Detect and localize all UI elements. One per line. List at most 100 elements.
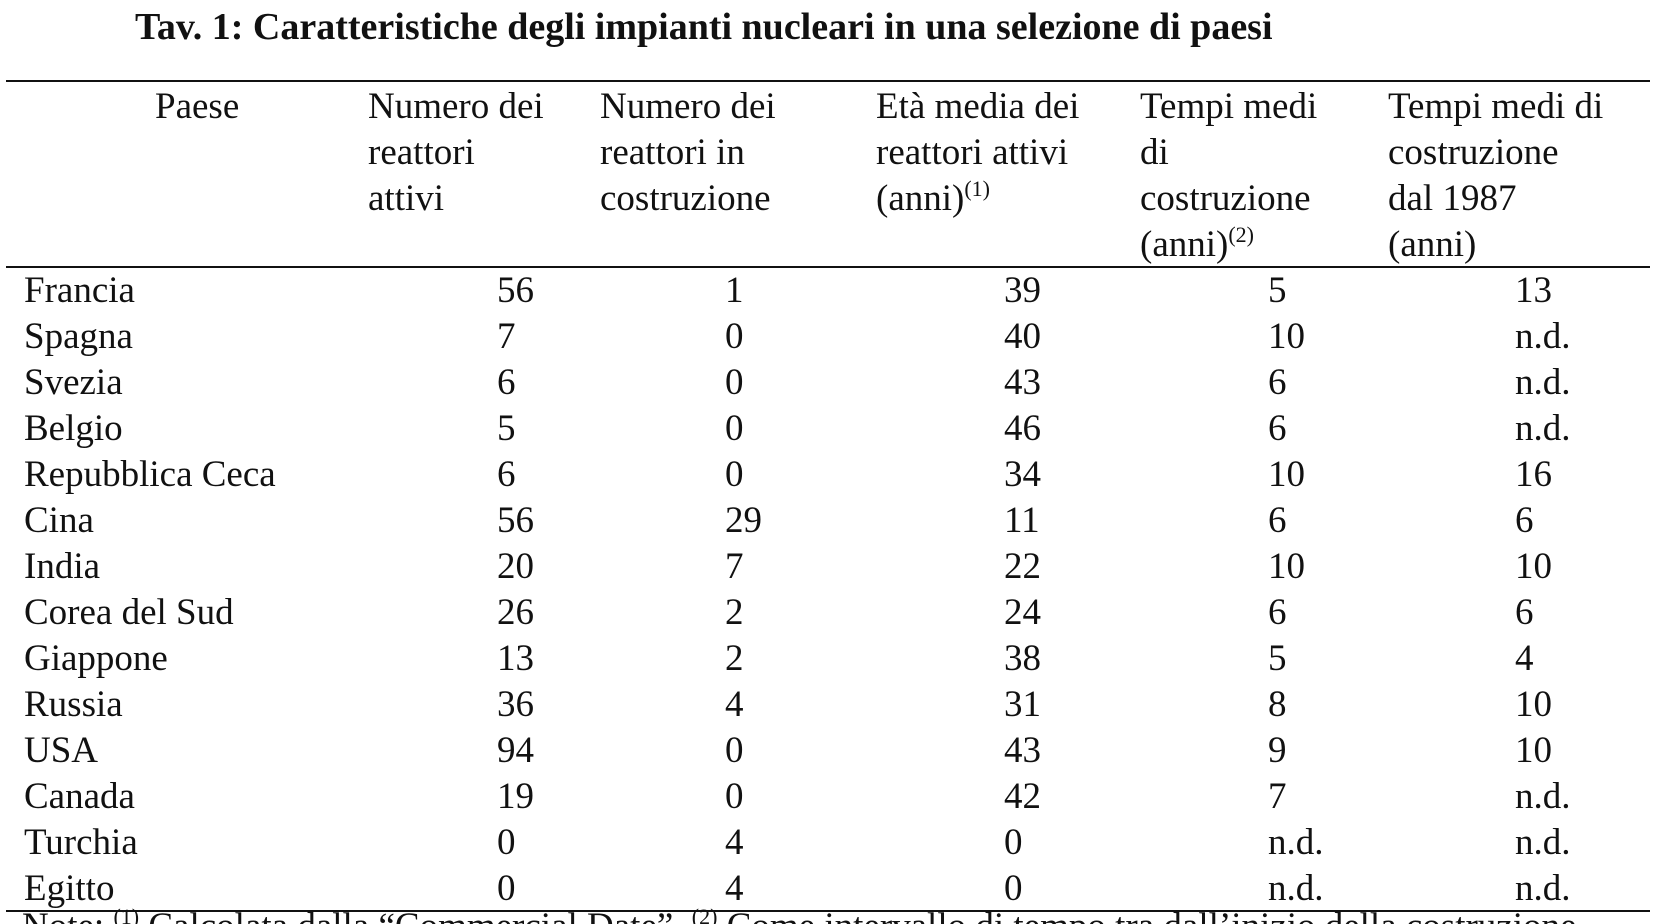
cell-average-age: 0 bbox=[1004, 822, 1023, 863]
cell-build-time: 10 bbox=[1268, 546, 1305, 587]
table-row: Belgio 5 0 46 6 n.d. bbox=[0, 406, 1653, 452]
cell-country: Giappone bbox=[24, 638, 168, 679]
header-line: Numero dei bbox=[600, 86, 776, 127]
header-active-reactors: Numero dei reattori attivi bbox=[368, 84, 544, 222]
cell-build-time: 10 bbox=[1268, 454, 1305, 495]
cell-build-time-since-1987: n.d. bbox=[1515, 362, 1571, 403]
note-marker-2: (2) bbox=[691, 908, 718, 924]
header-line: costruzione bbox=[1140, 178, 1311, 219]
cell-under-construction: 4 bbox=[725, 822, 744, 863]
table-row: Russia 36 4 31 8 10 bbox=[0, 682, 1653, 728]
bottom-rule bbox=[6, 910, 1650, 912]
cell-active-reactors: 26 bbox=[497, 592, 534, 633]
header-line: reattori bbox=[368, 132, 475, 173]
cell-active-reactors: 56 bbox=[497, 270, 534, 311]
note-marker-1: (1) bbox=[113, 908, 140, 924]
header-build-time-since-1987: Tempi medi di costruzione dal 1987 (anni… bbox=[1388, 84, 1603, 268]
cell-build-time: n.d. bbox=[1268, 868, 1324, 909]
cell-under-construction: 2 bbox=[725, 638, 744, 679]
cell-active-reactors: 56 bbox=[497, 500, 534, 541]
table-row: Spagna 7 0 40 10 n.d. bbox=[0, 314, 1653, 360]
cell-country: Corea del Sud bbox=[24, 592, 234, 633]
footnote-marker: (2) bbox=[1228, 222, 1255, 247]
cell-build-time: 5 bbox=[1268, 270, 1287, 311]
cell-build-time: 5 bbox=[1268, 638, 1287, 679]
cell-under-construction: 0 bbox=[725, 362, 744, 403]
cell-under-construction: 29 bbox=[725, 500, 762, 541]
cell-build-time-since-1987: 16 bbox=[1515, 454, 1552, 495]
header-line: Età media dei bbox=[876, 86, 1080, 127]
header-line: Tempi medi di bbox=[1388, 86, 1604, 127]
table-row: Turchia 0 4 0 n.d. n.d. bbox=[0, 820, 1653, 866]
cell-country: Svezia bbox=[24, 362, 123, 403]
cell-build-time: 8 bbox=[1268, 684, 1287, 725]
header-line-text: (anni) bbox=[1140, 224, 1229, 265]
cell-country: Egitto bbox=[24, 868, 115, 909]
header-line: attivi bbox=[368, 178, 445, 219]
cell-under-construction: 0 bbox=[725, 316, 744, 357]
cell-build-time: n.d. bbox=[1268, 822, 1324, 863]
cell-country: Belgio bbox=[24, 408, 123, 449]
cell-average-age: 40 bbox=[1004, 316, 1041, 357]
cell-active-reactors: 20 bbox=[497, 546, 534, 587]
cell-build-time-since-1987: 4 bbox=[1515, 638, 1534, 679]
cell-under-construction: 4 bbox=[725, 868, 744, 909]
cell-under-construction: 4 bbox=[725, 684, 744, 725]
cell-active-reactors: 6 bbox=[497, 362, 516, 403]
cell-country: India bbox=[24, 546, 101, 587]
cell-under-construction: 2 bbox=[725, 592, 744, 633]
cell-country: Francia bbox=[24, 270, 135, 311]
cell-under-construction: 0 bbox=[725, 454, 744, 495]
table-row: Francia 56 1 39 5 13 bbox=[0, 268, 1653, 314]
cell-country: Canada bbox=[24, 776, 135, 817]
cell-build-time-since-1987: n.d. bbox=[1515, 776, 1571, 817]
cell-under-construction: 7 bbox=[725, 546, 744, 587]
cell-build-time-since-1987: 10 bbox=[1515, 546, 1552, 587]
header-line: costruzione bbox=[600, 178, 771, 219]
header-line: dal 1987 bbox=[1388, 178, 1517, 219]
cell-country: Repubblica Ceca bbox=[24, 454, 276, 495]
cell-under-construction: 0 bbox=[725, 730, 744, 771]
cell-average-age: 11 bbox=[1004, 500, 1040, 541]
cell-build-time: 6 bbox=[1268, 408, 1287, 449]
cell-active-reactors: 36 bbox=[497, 684, 534, 725]
cell-build-time-since-1987: 6 bbox=[1515, 592, 1534, 633]
cell-country: USA bbox=[24, 730, 99, 771]
cell-average-age: 0 bbox=[1004, 868, 1023, 909]
table-row: Repubblica Ceca 6 0 34 10 16 bbox=[0, 452, 1653, 498]
cell-build-time-since-1987: 6 bbox=[1515, 500, 1534, 541]
cell-build-time: 7 bbox=[1268, 776, 1287, 817]
table-row: USA 94 0 43 9 10 bbox=[0, 728, 1653, 774]
table-row: Canada 19 0 42 7 n.d. bbox=[0, 774, 1653, 820]
cell-build-time: 10 bbox=[1268, 316, 1305, 357]
cell-build-time: 9 bbox=[1268, 730, 1287, 771]
cell-active-reactors: 0 bbox=[497, 822, 516, 863]
header-line: costruzione bbox=[1388, 132, 1559, 173]
header-country: Paese bbox=[155, 84, 239, 130]
header-line: di bbox=[1140, 132, 1169, 173]
table-row: India 20 7 22 10 10 bbox=[0, 544, 1653, 590]
cell-average-age: 46 bbox=[1004, 408, 1041, 449]
header-build-time: Tempi medi di costruzione (anni)(2) bbox=[1140, 84, 1317, 268]
header-line: (anni)(2) bbox=[1140, 222, 1317, 268]
cell-build-time-since-1987: 10 bbox=[1515, 684, 1552, 725]
cell-country: Spagna bbox=[24, 316, 133, 357]
cell-build-time-since-1987: n.d. bbox=[1515, 408, 1571, 449]
cell-build-time: 6 bbox=[1268, 592, 1287, 633]
cell-active-reactors: 0 bbox=[497, 868, 516, 909]
cell-active-reactors: 6 bbox=[497, 454, 516, 495]
header-line: Paese bbox=[155, 86, 240, 127]
top-rule bbox=[6, 80, 1650, 82]
footnote-marker: (1) bbox=[964, 176, 991, 201]
cell-under-construction: 0 bbox=[725, 776, 744, 817]
header-line: (anni) bbox=[1388, 224, 1477, 265]
cell-build-time-since-1987: n.d. bbox=[1515, 822, 1571, 863]
cell-average-age: 42 bbox=[1004, 776, 1041, 817]
cell-active-reactors: 7 bbox=[497, 316, 516, 357]
note-prefix: Note: bbox=[22, 908, 113, 924]
cell-country: Russia bbox=[24, 684, 123, 725]
cell-under-construction: 1 bbox=[725, 270, 744, 311]
cell-build-time-since-1987: n.d. bbox=[1515, 868, 1571, 909]
table-row: Cina 56 29 11 6 6 bbox=[0, 498, 1653, 544]
cell-average-age: 31 bbox=[1004, 684, 1041, 725]
